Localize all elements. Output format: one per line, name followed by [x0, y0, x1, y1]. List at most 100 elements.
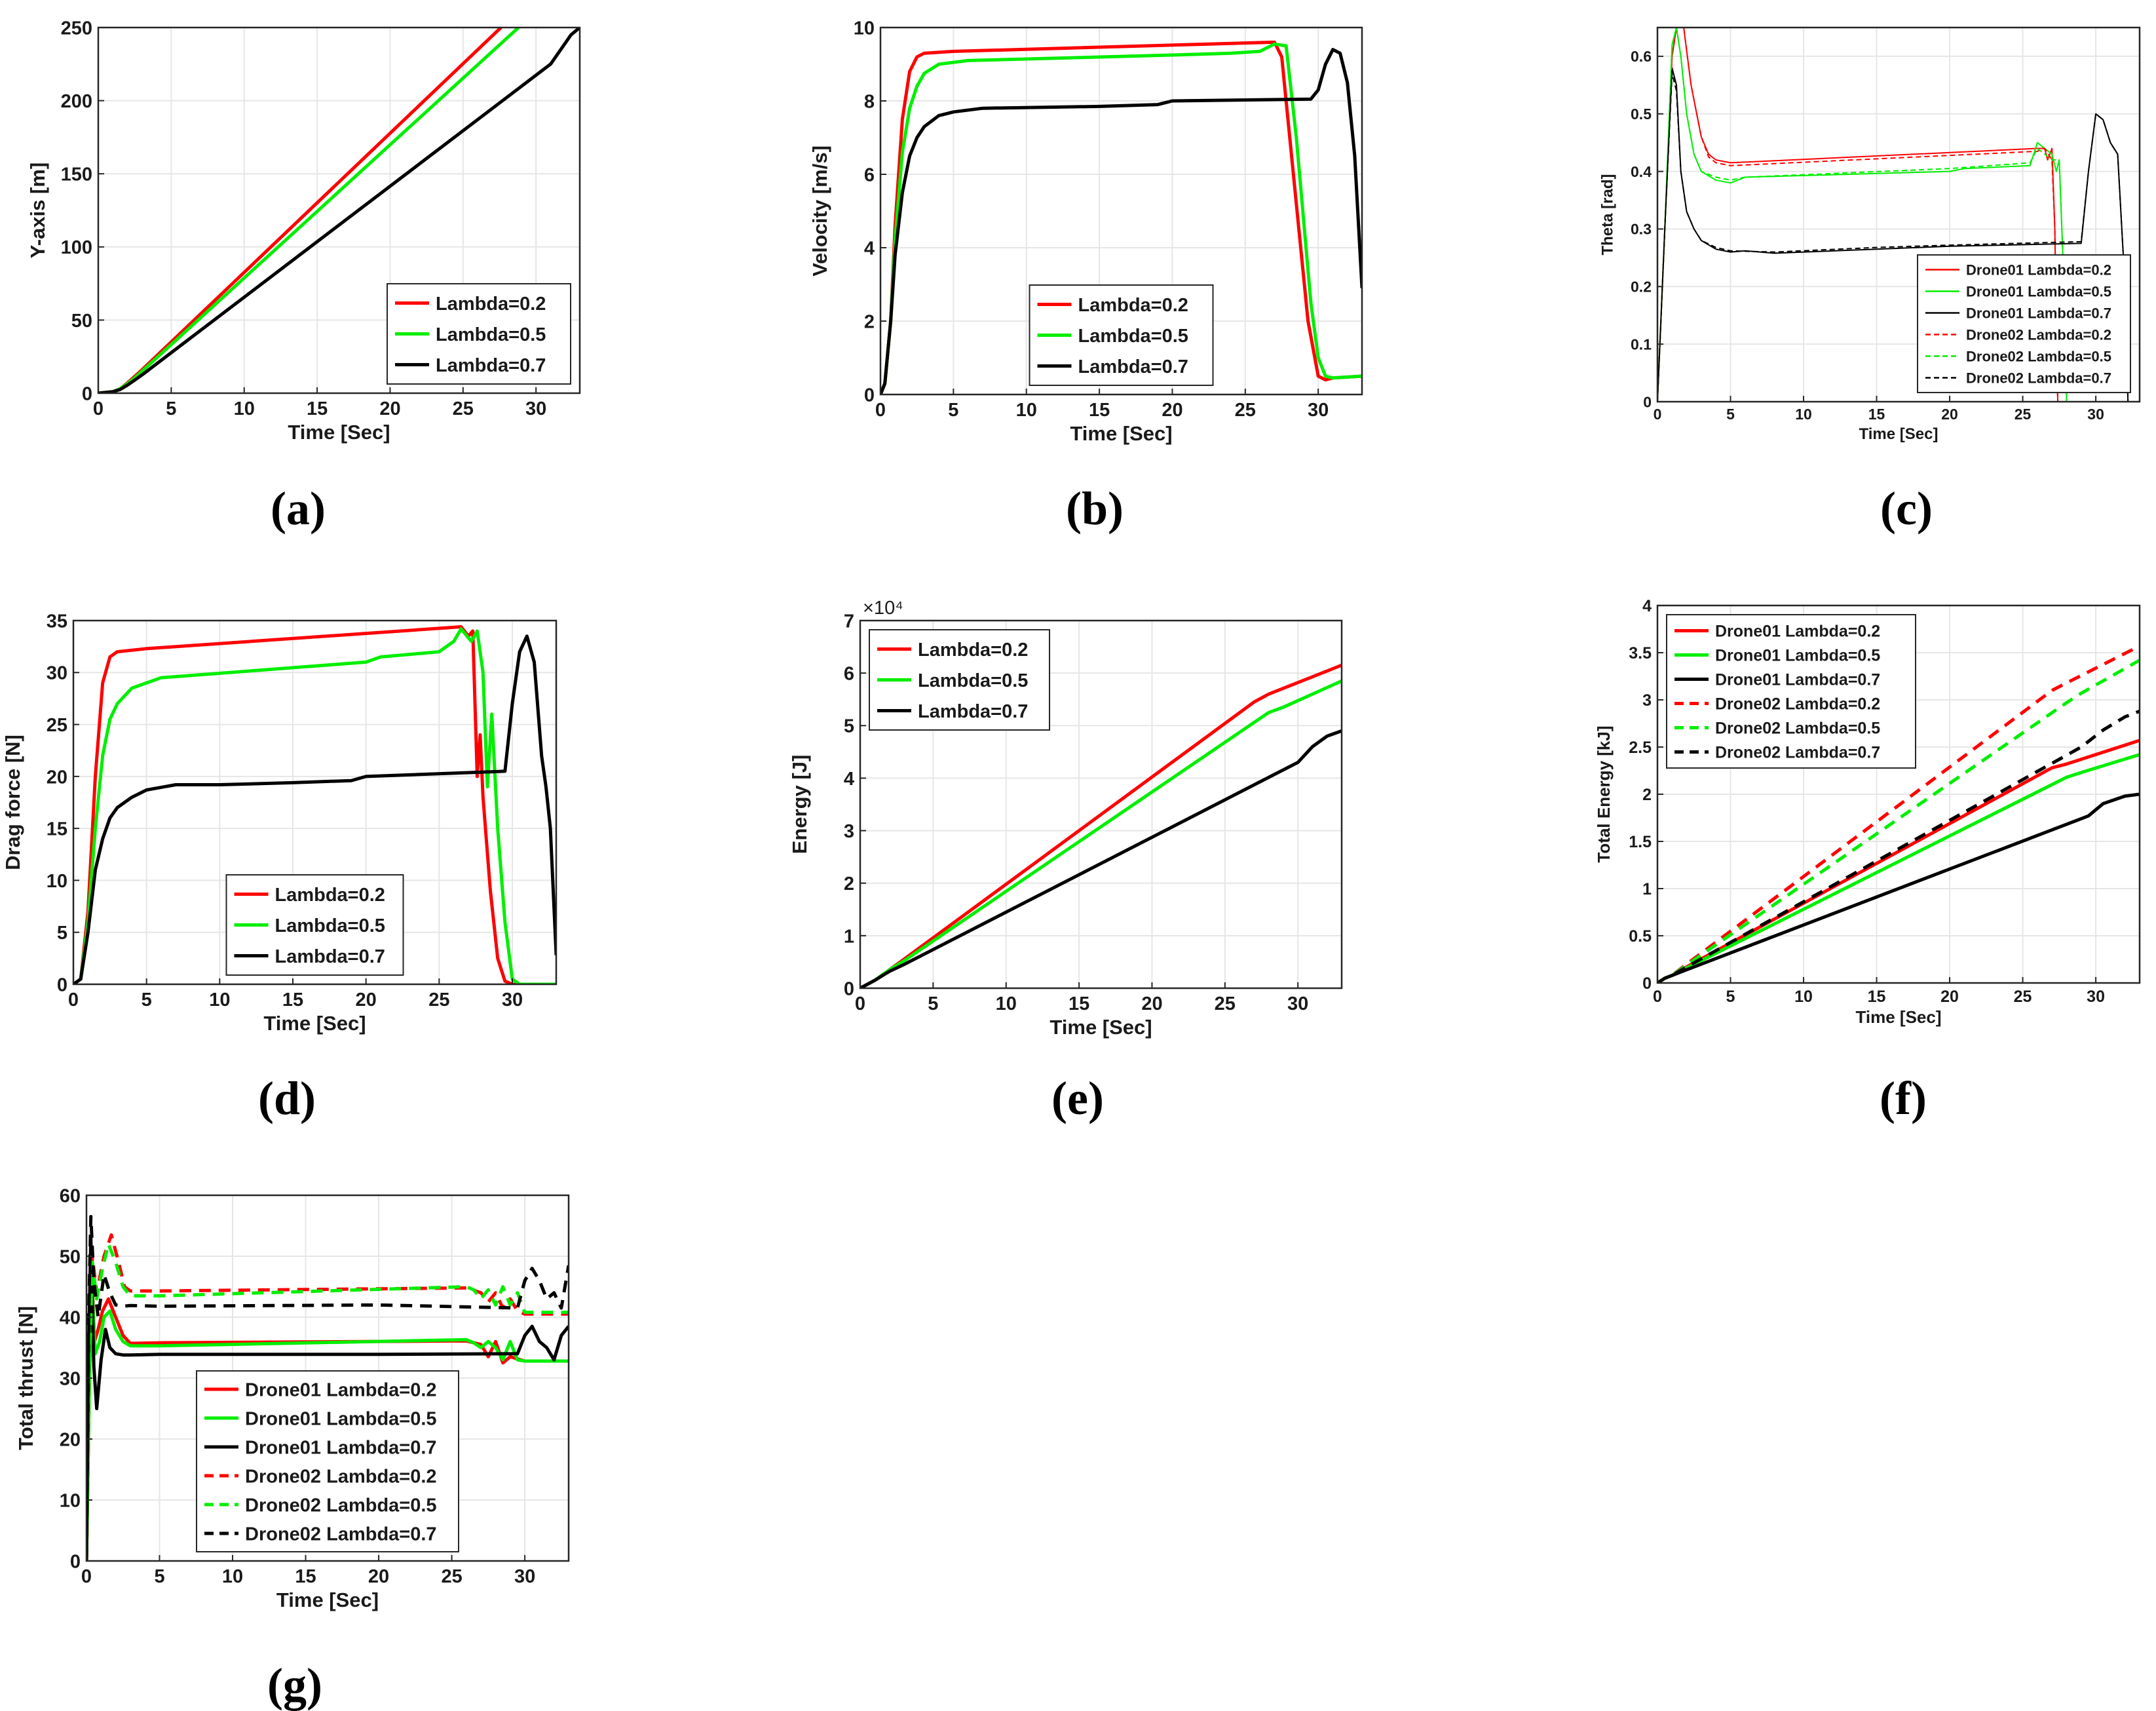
legend: Lambda=0.2 Lambda=0.5 Lambda=0.7 — [1029, 284, 1214, 386]
series-group — [1657, 644, 2140, 983]
x-tick-label: 10 — [996, 993, 1017, 1014]
legend: Drone01 Lambda=0.2 Drone01 Lambda=0.5 Dron… — [1917, 254, 2131, 393]
x-tick-label: 15 — [282, 990, 303, 1010]
x-tick-label: 25 — [1215, 993, 1236, 1014]
legend-label: Drone01 Lambda=0.5 — [245, 1408, 437, 1429]
series-line-a-2 — [98, 28, 580, 393]
x-tick-label: 0 — [1653, 988, 1662, 1006]
legend-box — [1917, 254, 2131, 393]
x-tick-label: 10 — [222, 1566, 243, 1587]
chart-d: 0 5 10 15 20 25 30 0 5 10 15 20 25 30 35 Time [Sec] Drag… — [1, 611, 558, 1125]
y-tick-label: 35 — [47, 611, 67, 632]
axis-exponent: ×10⁴ — [863, 598, 903, 619]
x-tick-label: 20 — [1940, 988, 1959, 1006]
legend-label: Drone02 Lambda=0.2 — [1966, 326, 2111, 343]
legend-label: Lambda=0.2 — [918, 640, 1028, 661]
y-tick-label: 0.2 — [1631, 279, 1652, 296]
caption-g: (g) — [267, 1659, 322, 1711]
legend-label: Drone02 Lambda=0.5 — [245, 1495, 437, 1516]
y-tick-label: 30 — [60, 1368, 81, 1389]
x-tick-label: 25 — [441, 1566, 462, 1587]
series-line-e-2 — [860, 729, 1342, 988]
legend: Lambda=0.2 Lambda=0.5 Lambda=0.7 — [387, 283, 571, 385]
y-tick-label: 60 — [60, 1185, 81, 1206]
axes-box — [1656, 26, 2141, 403]
x-tick-label: 30 — [1287, 993, 1308, 1014]
legend-label: Lambda=0.5 — [275, 915, 385, 936]
series-line-g-1 — [86, 1278, 569, 1561]
y-tick-label: 0.5 — [1631, 106, 1652, 123]
legend-label: Drone02 Lambda=0.7 — [1715, 744, 1880, 762]
y-axis-label: Energy [J] — [788, 755, 811, 855]
legend-label: Drone01 Lambda=0.2 — [245, 1379, 437, 1400]
x-tick-label: 20 — [1141, 993, 1162, 1014]
y-tick-label: 8 — [864, 91, 875, 112]
x-tick-label: 30 — [1308, 400, 1329, 421]
y-tick-label: 4 — [1642, 597, 1652, 615]
y-tick-label: 40 — [60, 1307, 81, 1328]
y-tick-label: 5 — [57, 923, 67, 944]
legend-label: Drone01 Lambda=0.5 — [1966, 283, 2111, 299]
x-tick-label: 20 — [356, 990, 377, 1010]
x-tick-label: 25 — [428, 990, 449, 1010]
legend-box — [196, 1370, 459, 1552]
x-tick-label: 0 — [855, 993, 865, 1014]
y-tick-label: 0 — [1642, 974, 1652, 993]
y-tick-label: 0 — [1643, 393, 1652, 410]
x-tick-label: 25 — [453, 398, 474, 419]
axes-box — [97, 26, 581, 394]
y-tick-label: 0.5 — [1629, 927, 1652, 946]
x-tick-label: 5 — [166, 398, 176, 419]
y-tick-label: 0 — [864, 385, 875, 406]
legend-label: Lambda=0.7 — [1078, 356, 1188, 377]
legend-label: Drone01 Lambda=0.5 — [1715, 647, 1880, 665]
x-tick-label: 10 — [209, 990, 230, 1010]
x-tick-label: 5 — [928, 993, 938, 1014]
series-line-b-2 — [880, 48, 1362, 394]
legend-label: Drone02 Lambda=0.2 — [1715, 695, 1880, 714]
legend-label: Drone01 Lambda=0.7 — [245, 1437, 437, 1458]
legend-label: Drone02 Lambda=0.5 — [1715, 720, 1880, 738]
legend-label: Drone02 Lambda=0.5 — [1966, 348, 2111, 364]
x-tick-label: 0 — [875, 400, 886, 421]
y-tick-label: 20 — [60, 1429, 81, 1450]
chart-a: 0 5 10 15 20 25 30 0 50 100 150 200 250 Time [Sec] Y-a… — [26, 18, 581, 535]
x-axis-label: Time [Sec] — [263, 1012, 366, 1035]
chart-b: 0 5 10 15 20 25 30 0 2 4 6 8 10 Time [Sec] Velocity [m… — [808, 18, 1363, 535]
y-tick-label: 30 — [47, 663, 67, 684]
y-axis-label: Drag force [N] — [1, 735, 24, 870]
x-axis-label: Time [Sec] — [288, 421, 390, 444]
y-tick-label: 3 — [844, 821, 854, 842]
legend-label: Drone02 Lambda=0.2 — [245, 1466, 437, 1487]
x-tick-label: 10 — [1016, 400, 1037, 421]
y-tick-label: 1 — [1642, 880, 1652, 898]
y-tick-label: 150 — [61, 164, 92, 185]
y-tick-label: 1 — [844, 926, 854, 947]
y-tick-label: 5 — [844, 716, 854, 737]
legend-label: Lambda=0.7 — [436, 355, 546, 376]
x-tick-label: 20 — [1941, 406, 1958, 423]
y-tick-label: 10 — [60, 1490, 81, 1511]
y-tick-label: 4 — [864, 238, 875, 259]
x-axis-label: Time [Sec] — [276, 1588, 379, 1611]
x-axis-label: Time [Sec] — [1050, 1016, 1152, 1039]
legend-label: Drone02 Lambda=0.7 — [1966, 370, 2111, 386]
caption-d: (d) — [258, 1072, 316, 1125]
legend-label: Drone01 Lambda=0.7 — [1966, 305, 2111, 321]
chart-f: 0 5 10 15 20 25 30 0 0.5 1 1.5 2 2.5 3 3.5 4 Time [Sec] T… — [1594, 597, 2141, 1125]
y-tick-label: 50 — [71, 311, 92, 332]
legend-label: Drone02 Lambda=0.7 — [245, 1524, 437, 1545]
y-tick-label: 4 — [844, 769, 854, 790]
legend: Drone01 Lambda=0.2 Drone01 Lambda=0.5 Dron… — [1666, 614, 1916, 769]
y-tick-label: 10 — [47, 871, 67, 892]
x-tick-label: 15 — [307, 398, 328, 419]
caption-a: (a) — [271, 482, 326, 535]
x-tick-label: 25 — [2014, 988, 2032, 1006]
x-tick-label: 15 — [1868, 406, 1885, 423]
legend-label: Lambda=0.7 — [918, 701, 1028, 722]
x-tick-label: 5 — [1726, 406, 1735, 423]
legend-label: Drone01 Lambda=0.2 — [1715, 623, 1880, 641]
legend-box — [1666, 614, 1916, 769]
x-tick-label: 30 — [525, 398, 546, 419]
y-tick-label: 10 — [854, 18, 875, 39]
